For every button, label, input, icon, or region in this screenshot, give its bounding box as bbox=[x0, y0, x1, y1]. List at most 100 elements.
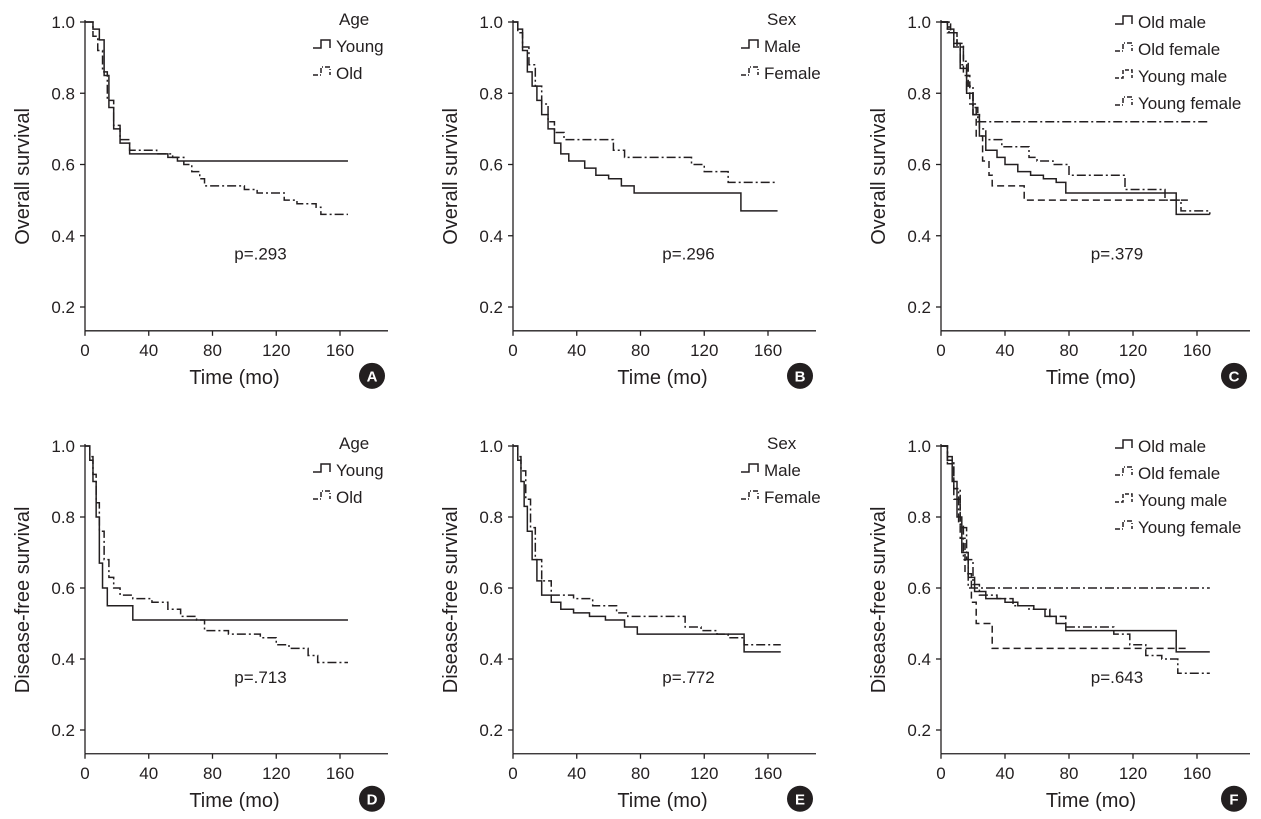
survival-curve-young bbox=[85, 21, 348, 162]
panel-badge bbox=[787, 785, 813, 812]
panel-d: 0.2 0.4 0.6 0.8 1.0 0 40 80 120 160 Time (mo) Disea… bbox=[12, 434, 388, 812]
survival-curve-female bbox=[513, 21, 778, 184]
y-tick-label: 0.6 bbox=[479, 579, 503, 598]
x-tick-label: 120 bbox=[690, 341, 718, 360]
survival-curve-old-female bbox=[941, 21, 1211, 215]
y-tick-label: 0.4 bbox=[907, 650, 931, 669]
y-tick-label: 1.0 bbox=[907, 13, 931, 32]
y-tick-label: 0.8 bbox=[907, 84, 931, 103]
y-tick-label: 0.2 bbox=[479, 298, 503, 317]
panel-letter: F bbox=[1229, 791, 1238, 808]
panel-letter: D bbox=[367, 791, 378, 808]
y-tick-label: 0.6 bbox=[907, 156, 931, 175]
x-tick-label: 40 bbox=[996, 341, 1015, 360]
survival-curve-young-male bbox=[941, 445, 1189, 650]
panel-a: 0.2 0.4 0.6 0.8 1.0 0 40 80 120 160 Time (mo) Overa… bbox=[12, 10, 388, 389]
x-axis-title: Time (mo) bbox=[1046, 367, 1136, 389]
x-tick-label: 40 bbox=[139, 341, 158, 360]
legend-entry-young: Young bbox=[336, 37, 384, 56]
panel-letter: C bbox=[1229, 368, 1240, 385]
legend-key bbox=[313, 490, 331, 500]
x-tick-label: 120 bbox=[1119, 764, 1147, 783]
p-value: p=.643 bbox=[1091, 668, 1143, 687]
x-tick-label: 40 bbox=[139, 764, 158, 783]
legend-key bbox=[313, 39, 331, 49]
legend-key bbox=[1115, 439, 1133, 449]
panel-f: 0.2 0.4 0.6 0.8 1.0 0 40 80 120 160 Time (mo) Disea… bbox=[868, 437, 1250, 812]
y-axis-title: Disease-free survival bbox=[868, 507, 890, 694]
x-tick-label: 80 bbox=[631, 341, 650, 360]
y-tick-label: 0.4 bbox=[907, 227, 931, 246]
y-tick-label: 0.6 bbox=[51, 156, 75, 175]
survival-curve-young-female bbox=[941, 21, 1210, 123]
survival-curve-old bbox=[85, 21, 348, 216]
x-tick-label: 40 bbox=[567, 764, 586, 783]
x-tick-label: 120 bbox=[1119, 341, 1147, 360]
legend-entry-old: Old bbox=[336, 488, 362, 507]
panel-letter: B bbox=[795, 368, 806, 385]
legend-title: Sex bbox=[767, 10, 797, 29]
x-tick-label: 120 bbox=[262, 764, 290, 783]
legend-key bbox=[313, 463, 331, 473]
legend-entry-old-female: Old female bbox=[1138, 464, 1220, 483]
x-tick-label: 80 bbox=[203, 764, 222, 783]
x-tick-label: 120 bbox=[262, 341, 290, 360]
legend-key bbox=[1115, 69, 1133, 79]
p-value: p=.713 bbox=[234, 668, 286, 687]
p-value: p=.293 bbox=[234, 245, 286, 264]
panel-badge bbox=[359, 362, 385, 389]
survival-curve-young-male bbox=[941, 21, 1189, 201]
legend-entry-old: Old bbox=[336, 64, 362, 83]
p-value: p=.379 bbox=[1091, 245, 1143, 264]
y-axis-title: Overall survival bbox=[440, 108, 462, 245]
legend-entry-male: Male bbox=[764, 37, 801, 56]
x-axis-title: Time (mo) bbox=[617, 790, 707, 812]
x-tick-label: 160 bbox=[1183, 764, 1211, 783]
x-tick-label: 0 bbox=[508, 764, 517, 783]
legend-entry-female: Female bbox=[764, 64, 821, 83]
y-tick-label: 0.8 bbox=[907, 508, 931, 527]
p-value: p=.296 bbox=[662, 245, 714, 264]
y-tick-label: 0.4 bbox=[51, 227, 75, 246]
legend-entry-male: Male bbox=[764, 461, 801, 480]
legend-key bbox=[1115, 96, 1133, 106]
legend-entry-old-female: Old female bbox=[1138, 40, 1220, 59]
legend-key bbox=[1115, 493, 1133, 503]
survival-curve-male bbox=[513, 21, 778, 212]
survival-curve-old-male bbox=[941, 445, 1210, 653]
survival-curve-old bbox=[85, 445, 348, 664]
x-axis-title: Time (mo) bbox=[1046, 790, 1136, 812]
legend-key bbox=[741, 463, 759, 473]
survival-curve-female bbox=[513, 445, 781, 646]
y-tick-label: 0.2 bbox=[51, 298, 75, 317]
panel-letter: E bbox=[795, 791, 805, 808]
legend-entry-young: Young bbox=[336, 461, 384, 480]
x-tick-label: 160 bbox=[326, 764, 354, 783]
y-axis-title: Disease-free survival bbox=[440, 507, 462, 694]
x-tick-label: 160 bbox=[754, 341, 782, 360]
p-value: p=.772 bbox=[662, 668, 714, 687]
y-axis-title: Overall survival bbox=[12, 108, 34, 245]
y-tick-label: 1.0 bbox=[479, 437, 503, 456]
y-tick-label: 0.6 bbox=[907, 579, 931, 598]
x-tick-label: 0 bbox=[936, 341, 945, 360]
panel-badge bbox=[787, 362, 813, 389]
y-tick-label: 0.8 bbox=[479, 508, 503, 527]
x-tick-label: 160 bbox=[1183, 341, 1211, 360]
panel-badge bbox=[359, 785, 385, 812]
survival-curve-young-female bbox=[941, 445, 1210, 589]
legend-key bbox=[1115, 15, 1133, 25]
x-axis-title: Time (mo) bbox=[189, 367, 279, 389]
y-tick-label: 0.6 bbox=[479, 156, 503, 175]
y-axis-title: Overall survival bbox=[868, 108, 890, 245]
legend-key bbox=[741, 66, 759, 76]
panel-c: 0.2 0.4 0.6 0.8 1.0 0 40 80 120 160 Time (mo) Overa… bbox=[868, 13, 1250, 389]
y-tick-label: 0.8 bbox=[51, 508, 75, 527]
legend-entry-old-male: Old male bbox=[1138, 13, 1206, 32]
x-tick-label: 0 bbox=[80, 764, 89, 783]
panel-b: 0.2 0.4 0.6 0.8 1.0 0 40 80 120 160 Time (mo) Overa… bbox=[440, 10, 821, 389]
x-tick-label: 80 bbox=[203, 341, 222, 360]
y-tick-label: 1.0 bbox=[51, 437, 75, 456]
survival-curve-male bbox=[513, 445, 781, 653]
